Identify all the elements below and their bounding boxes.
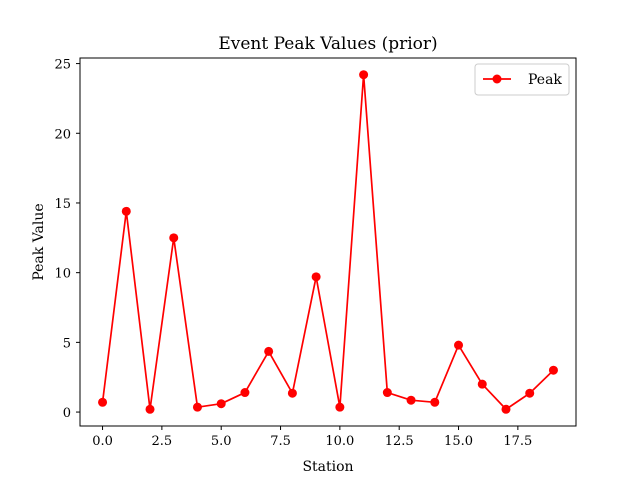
x-tick-label: 17.5 bbox=[503, 434, 532, 449]
data-point bbox=[335, 402, 345, 412]
y-axis-label: Peak Value bbox=[31, 203, 47, 280]
data-point bbox=[430, 397, 440, 407]
y-tick-label: 20 bbox=[54, 127, 71, 142]
y-tick-label: 0 bbox=[63, 406, 71, 421]
data-point bbox=[406, 395, 416, 405]
data-point bbox=[192, 402, 202, 412]
legend: Peak bbox=[474, 63, 570, 96]
data-point bbox=[145, 404, 155, 414]
data-point bbox=[169, 233, 179, 243]
legend-label: Peak bbox=[528, 72, 562, 88]
y-tick-label: 25 bbox=[54, 58, 71, 73]
data-point bbox=[454, 340, 464, 350]
x-axis-label: Station bbox=[302, 459, 353, 475]
y-tick-label: 5 bbox=[63, 336, 71, 351]
y-tick-label: 15 bbox=[54, 197, 71, 212]
x-tick-label: 5.0 bbox=[211, 434, 232, 449]
data-point bbox=[359, 70, 369, 80]
data-point bbox=[501, 404, 511, 414]
y-tick-label: 10 bbox=[54, 267, 71, 282]
x-tick-label: 15.0 bbox=[444, 434, 473, 449]
legend-marker-swatch bbox=[492, 74, 502, 84]
x-tick-label: 12.5 bbox=[385, 434, 414, 449]
data-point bbox=[548, 365, 558, 375]
x-tick-label: 2.5 bbox=[152, 434, 173, 449]
legend-frame bbox=[474, 63, 570, 96]
x-tick-label: 7.5 bbox=[270, 434, 291, 449]
series-line-0 bbox=[101, 73, 555, 411]
data-point bbox=[121, 206, 131, 216]
data-point bbox=[382, 388, 392, 398]
data-point bbox=[240, 388, 250, 398]
data-point bbox=[525, 388, 535, 398]
x-tick-label: 10.0 bbox=[325, 434, 354, 449]
x-tick-label: 0.0 bbox=[92, 434, 113, 449]
data-point bbox=[477, 379, 487, 389]
chart-title: Event Peak Values (prior) bbox=[218, 34, 437, 54]
data-point bbox=[287, 388, 297, 398]
data-point bbox=[264, 346, 274, 356]
data-point bbox=[311, 272, 321, 282]
plot-area-frame bbox=[79, 57, 577, 427]
data-point bbox=[216, 399, 226, 409]
data-point bbox=[98, 397, 108, 407]
